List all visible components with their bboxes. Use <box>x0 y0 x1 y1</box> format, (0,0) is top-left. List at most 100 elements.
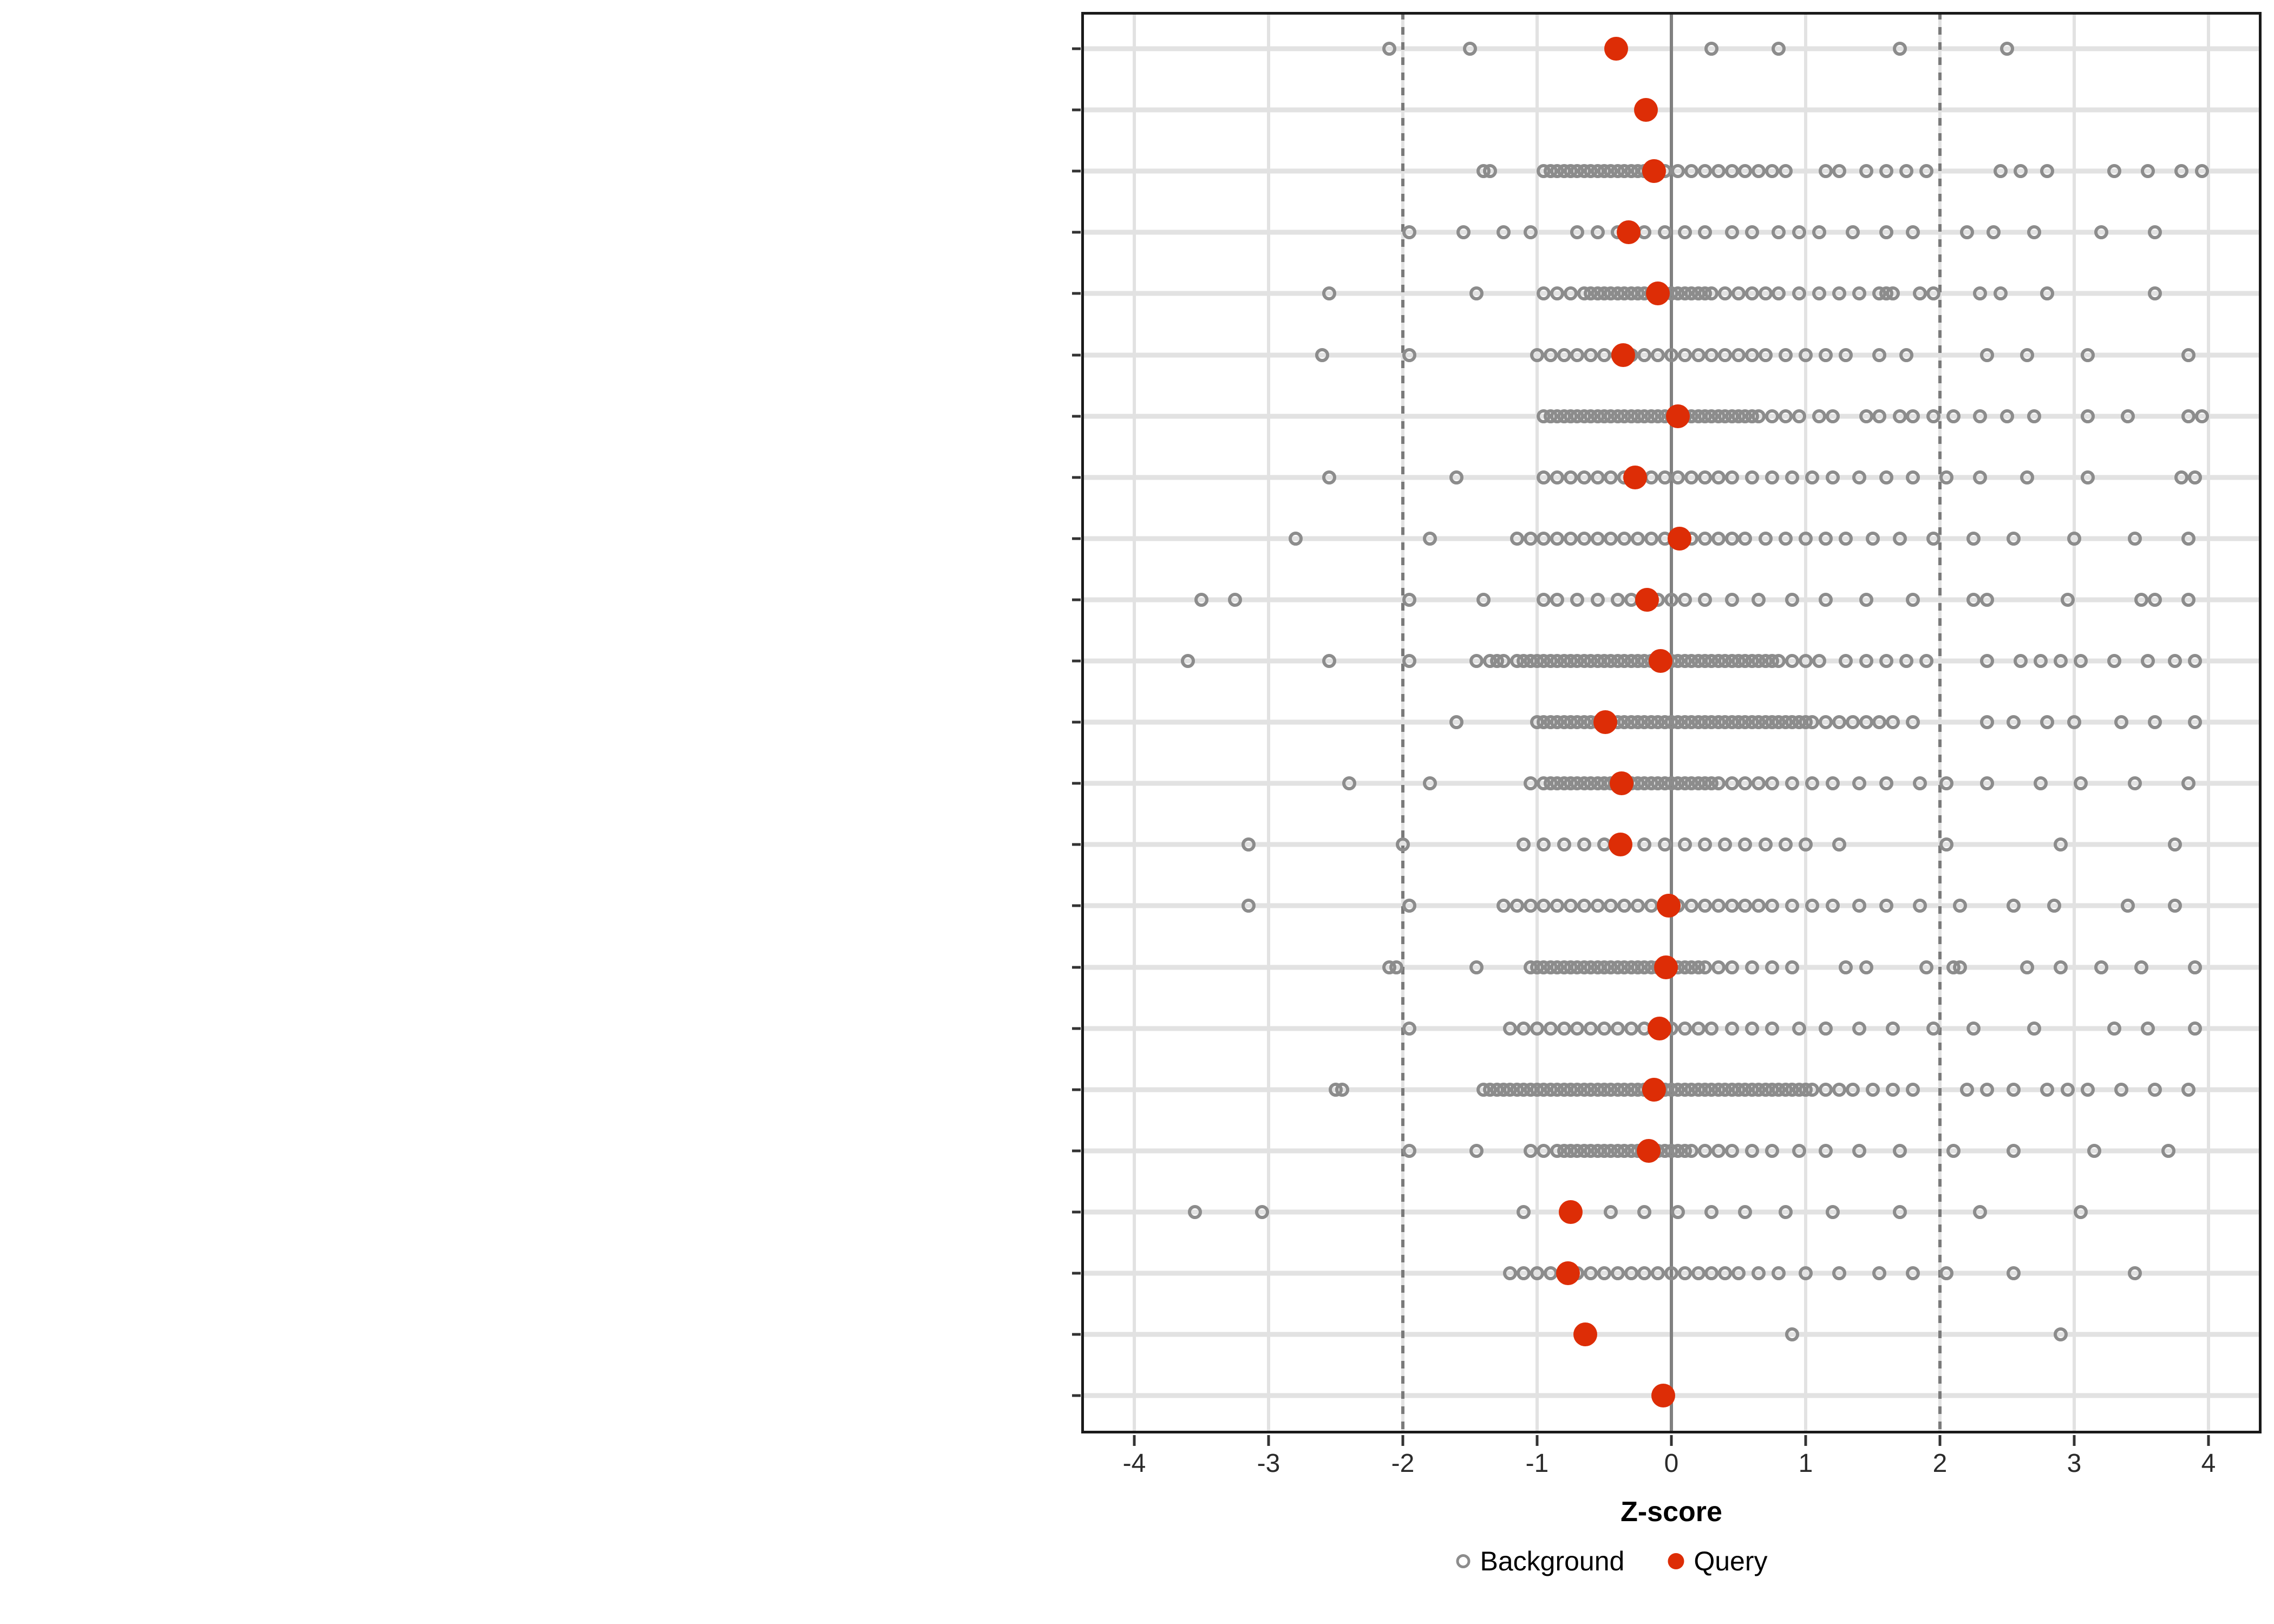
background-data-point <box>1845 225 1860 240</box>
open-circle-icon <box>1456 1554 1471 1568</box>
background-data-point <box>2040 286 2055 301</box>
x-axis-tick <box>1133 1435 1136 1446</box>
background-data-point <box>1792 409 1806 423</box>
background-data-point <box>1744 225 1759 240</box>
background-data-point <box>1953 899 1968 913</box>
background-data-point <box>1335 1082 1350 1097</box>
background-data-point <box>2060 1082 2075 1097</box>
background-data-point <box>1799 348 1813 362</box>
background-data-point <box>1523 531 1538 546</box>
query-data-point <box>1593 710 1618 735</box>
background-data-point <box>1886 1082 1900 1097</box>
background-data-point <box>1819 1143 1833 1158</box>
background-data-point <box>1939 837 1954 852</box>
background-data-point <box>1859 164 1873 179</box>
query-data-point <box>1642 159 1666 184</box>
background-data-point <box>1765 164 1779 179</box>
y-axis-tick <box>1072 843 1081 846</box>
background-data-point <box>2027 1021 2041 1036</box>
background-data-point <box>1677 592 1692 607</box>
background-data-point <box>1886 286 1900 301</box>
background-data-point <box>2007 531 2021 546</box>
background-data-point <box>1402 1021 1417 1036</box>
query-data-point <box>1573 1322 1598 1347</box>
background-data-point <box>1879 776 1893 791</box>
y-axis-tick <box>1072 598 1081 601</box>
background-data-point <box>1886 1021 1900 1036</box>
background-data-point <box>1570 1021 1585 1036</box>
background-data-point <box>1469 654 1484 668</box>
background-data-point <box>2181 592 2195 607</box>
background-data-point <box>1953 960 1968 974</box>
background-data-point <box>1724 164 1739 179</box>
legend-label-background: Background <box>1480 1546 1625 1576</box>
query-data-point <box>1649 649 1673 673</box>
background-data-point <box>1497 654 1511 668</box>
background-data-point <box>1979 654 1994 668</box>
background-data-point <box>1892 409 1907 423</box>
background-data-point <box>1859 960 1873 974</box>
query-data-point <box>1610 771 1634 796</box>
background-data-point <box>2161 1143 2175 1158</box>
background-data-point <box>1590 531 1605 546</box>
background-data-point <box>1872 715 1887 730</box>
background-data-point <box>1799 1266 1813 1280</box>
background-data-point <box>1510 531 1524 546</box>
background-data-point <box>1711 960 1726 974</box>
background-data-point <box>1792 225 1806 240</box>
legend-key-background: Background <box>1456 1546 1624 1577</box>
background-data-point <box>1711 470 1726 484</box>
background-data-point <box>2188 715 2203 730</box>
background-data-point <box>1456 225 1471 240</box>
background-data-point <box>1744 960 1759 974</box>
query-data-point <box>1623 465 1648 489</box>
background-data-point <box>1852 470 1867 484</box>
background-data-point <box>1584 1266 1598 1280</box>
background-data-point <box>1698 899 1712 913</box>
background-data-point <box>1530 1266 1544 1280</box>
background-data-point <box>1637 1266 1652 1280</box>
y-axis-tick <box>1072 1394 1081 1397</box>
background-data-point <box>1724 225 1739 240</box>
background-data-point <box>1772 42 1786 56</box>
background-data-point <box>1973 409 1988 423</box>
query-data-point <box>1647 1016 1671 1040</box>
background-data-point <box>1624 1266 1638 1280</box>
background-data-point <box>2074 776 2088 791</box>
query-data-point <box>1654 955 1678 979</box>
background-data-point <box>1543 1021 1558 1036</box>
background-data-point <box>1939 470 1954 484</box>
background-data-point <box>1288 531 1303 546</box>
background-data-point <box>1677 348 1692 362</box>
background-data-point <box>1577 837 1591 852</box>
background-data-point <box>1698 470 1712 484</box>
background-data-point <box>1819 1021 1833 1036</box>
query-data-point <box>1646 281 1670 306</box>
query-data-point <box>1666 404 1690 428</box>
background-data-point <box>1852 286 1867 301</box>
background-data-point <box>1557 348 1571 362</box>
background-data-point <box>1651 348 1665 362</box>
background-data-point <box>1322 286 1336 301</box>
background-data-point <box>1698 592 1712 607</box>
background-data-point <box>1396 837 1410 852</box>
background-data-point <box>1993 286 2008 301</box>
background-data-point <box>1825 899 1840 913</box>
background-data-point <box>1792 286 1806 301</box>
background-data-point <box>2007 1082 2021 1097</box>
background-data-point <box>1497 899 1511 913</box>
background-data-point <box>2194 164 2209 179</box>
background-data-point <box>1825 1204 1840 1219</box>
background-data-point <box>1724 776 1739 791</box>
background-data-point <box>1718 1266 1733 1280</box>
background-data-point <box>1241 837 1256 852</box>
background-data-point <box>1744 348 1759 362</box>
background-data-point <box>1758 348 1773 362</box>
background-data-point <box>2188 654 2203 668</box>
background-data-point <box>1724 531 1739 546</box>
x-axis-tick-label: -3 <box>1257 1449 1280 1478</box>
background-data-point <box>1711 899 1726 913</box>
background-data-point <box>1711 776 1726 791</box>
background-data-point <box>1550 899 1565 913</box>
background-data-point <box>1389 960 1403 974</box>
